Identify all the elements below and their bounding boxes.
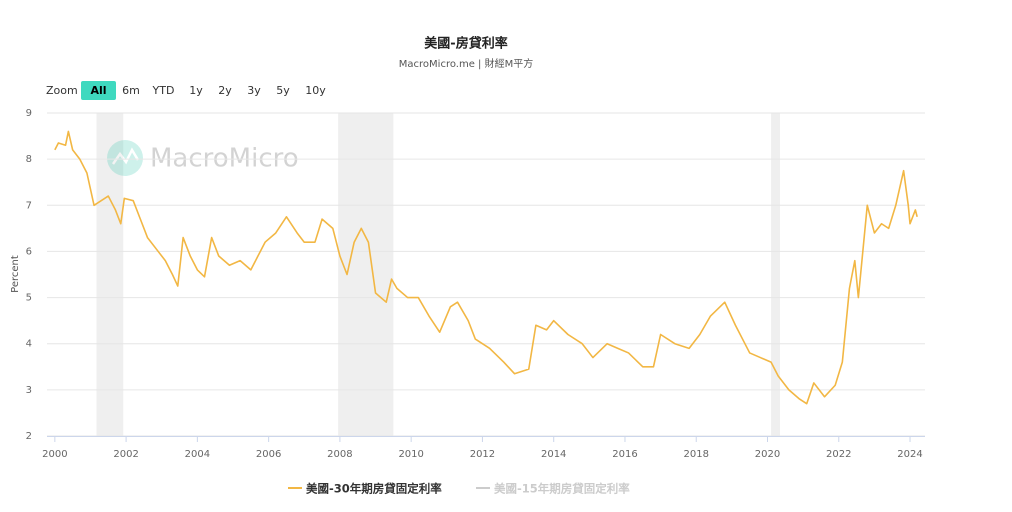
range-button[interactable]: 5y (269, 81, 297, 100)
y-tick-label: 4 (26, 339, 32, 350)
x-tick-label: 2002 (113, 449, 138, 460)
x-tick-label: 2012 (470, 449, 495, 460)
x-tick-label: 2010 (398, 449, 423, 460)
range-button-label[interactable]: YTD (152, 84, 175, 97)
range-button-label[interactable]: 1y (189, 84, 203, 97)
x-tick-label: 2008 (327, 449, 352, 460)
range-button-label[interactable]: 6m (122, 84, 140, 97)
y-axis-label: Percent (10, 255, 21, 293)
range-button[interactable]: 2y (211, 81, 239, 100)
shaded-range (771, 113, 780, 436)
zoom-label: Zoom (46, 84, 78, 97)
y-tick-label: 8 (26, 154, 32, 165)
x-tick-label: 2022 (826, 449, 851, 460)
x-tick-label: 2004 (185, 449, 210, 460)
range-button-bg[interactable] (81, 81, 116, 100)
x-tick-label: 2024 (897, 449, 922, 460)
range-button[interactable]: 3y (240, 81, 268, 100)
legend-item[interactable]: 美國-15年期房貸固定利率 (476, 482, 630, 496)
y-tick-label: 9 (26, 108, 32, 119)
legend-item[interactable]: 美國-30年期房貸固定利率 (288, 482, 442, 496)
x-tick-label: 2018 (684, 449, 709, 460)
range-button-label[interactable]: 10y (305, 84, 326, 97)
chart-subtitle: MacroMicro.me | 財經M平方 (399, 57, 533, 70)
range-button[interactable]: 10y (298, 81, 333, 100)
y-tick-label: 5 (26, 293, 32, 304)
legend-label[interactable]: 美國-15年期房貸固定利率 (494, 482, 630, 496)
y-tick-label: 2 (26, 431, 32, 442)
range-button[interactable]: All (81, 81, 116, 100)
range-button-label[interactable]: 3y (247, 84, 261, 97)
x-tick-label: 2016 (612, 449, 637, 460)
watermark-icon-line (111, 147, 140, 165)
legend-label[interactable]: 美國-30年期房貸固定利率 (306, 482, 442, 496)
range-button-label[interactable]: 5y (276, 84, 290, 97)
y-tick-label: 3 (26, 385, 32, 396)
x-tick-label: 2000 (42, 449, 67, 460)
range-button-label[interactable]: All (90, 84, 106, 97)
watermark: MacroMicro (107, 140, 299, 176)
range-button[interactable]: YTD (146, 81, 181, 100)
x-tick-label: 2006 (256, 449, 281, 460)
x-tick-label: 2020 (755, 449, 780, 460)
chart-title: 美國-房貸利率 (424, 36, 507, 52)
y-tick-label: 7 (26, 200, 32, 211)
range-button[interactable]: 6m (117, 81, 145, 100)
range-button-label[interactable]: 2y (218, 84, 232, 97)
range-button[interactable]: 1y (182, 81, 210, 100)
y-tick-label: 6 (26, 246, 32, 257)
shaded-range (96, 113, 124, 436)
watermark-icon (107, 140, 143, 176)
x-tick-label: 2014 (541, 449, 566, 460)
watermark-text: MacroMicro (150, 144, 299, 174)
data-line (54, 130, 918, 405)
